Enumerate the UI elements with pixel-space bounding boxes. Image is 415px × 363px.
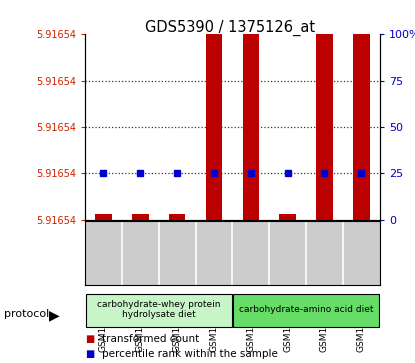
Bar [233,294,379,327]
Text: protocol: protocol [4,309,49,319]
Text: transformed count: transformed count [102,334,199,344]
Bar [169,214,186,220]
Text: percentile rank within the sample: percentile rank within the sample [102,349,278,359]
Bar [353,34,370,220]
Text: carbohydrate-whey protein
hydrolysate diet: carbohydrate-whey protein hydrolysate di… [97,300,220,319]
Text: carbohydrate-amino acid diet: carbohydrate-amino acid diet [239,305,374,314]
Bar [316,34,333,220]
Bar [95,214,112,220]
Text: ■: ■ [85,334,94,344]
Bar [132,214,149,220]
Text: ■: ■ [85,349,94,359]
Bar [86,294,232,327]
Text: GDS5390 / 1375126_at: GDS5390 / 1375126_at [145,20,315,36]
Bar [206,34,222,220]
Text: ▶: ▶ [49,308,60,322]
Bar [279,214,296,220]
Bar [242,34,259,220]
